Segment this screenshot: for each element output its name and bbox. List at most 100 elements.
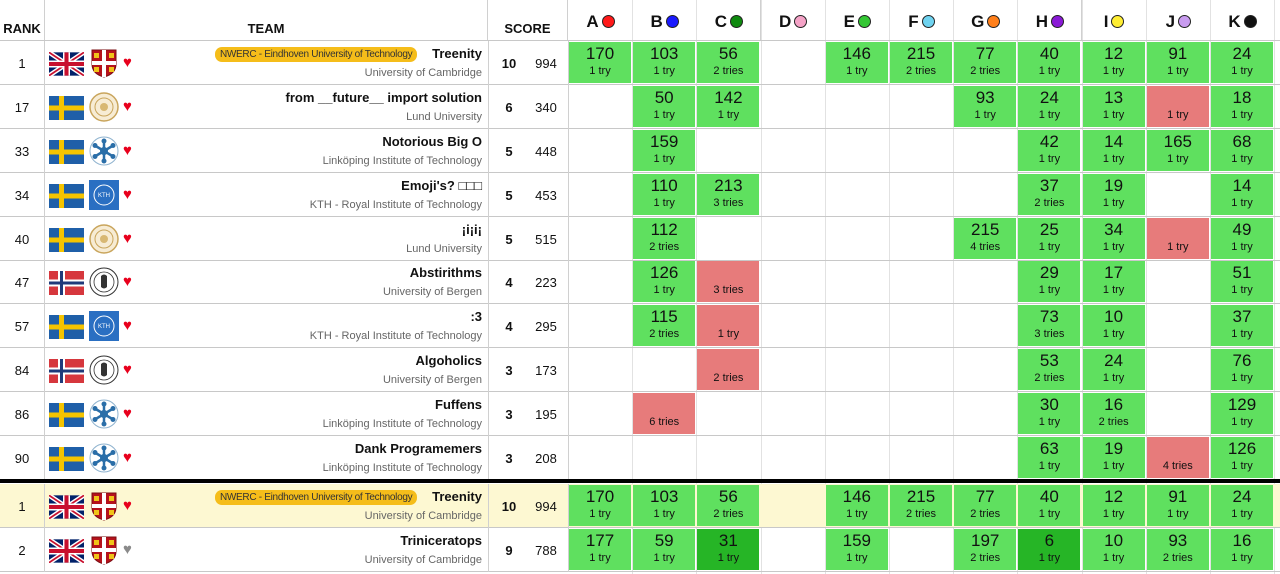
problem-cell-k[interactable]: 126 1 try (1211, 437, 1273, 478)
favorite-heart-icon[interactable]: ♥ (123, 273, 132, 290)
problem-cell-k[interactable]: 49 1 try (1211, 218, 1273, 259)
problem-cell-i[interactable]: 17 1 try (1082, 261, 1145, 302)
problem-header-f[interactable]: F (890, 0, 954, 40)
problem-cell-i[interactable]: 19 1 try (1082, 174, 1145, 215)
table-row[interactable]: 57 KTH ♥:3 KTH - Royal Institute of Technol… (0, 304, 1280, 348)
problem-cell-h[interactable]: 24 1 try (1018, 86, 1081, 127)
team-name[interactable]: Notorious Big O (382, 134, 482, 149)
team-name[interactable]: Treenity (432, 489, 482, 504)
problem-header-e[interactable]: E (826, 0, 890, 40)
team-name[interactable]: ¡i¡i¡ (461, 222, 482, 237)
problem-cell-a[interactable]: 170 1 try (569, 485, 631, 526)
problem-cell-g[interactable]: 77 2 tries (954, 485, 1017, 526)
problem-cell-j[interactable]: 4 tries (1146, 437, 1209, 478)
problem-cell-k[interactable]: 16 1 try (1211, 529, 1273, 570)
problem-cell-k[interactable]: 68 1 try (1211, 130, 1273, 171)
problem-cell-i[interactable]: 12 1 try (1082, 485, 1145, 526)
problem-cell-i[interactable]: 10 1 try (1082, 305, 1145, 346)
table-row[interactable]: 2 ♥ Triniceratops University of Cambridge 9 7… (0, 528, 1280, 572)
problem-cell-f[interactable]: 215 2 tries (890, 42, 952, 83)
table-row[interactable]: 84 ♥ Algoholics University of Bergen 3 173 2 t… (0, 348, 1280, 392)
favorite-heart-icon[interactable]: ♥ (123, 98, 132, 115)
favorite-heart-icon[interactable]: ♥ (123, 405, 132, 422)
problem-cell-c[interactable]: 56 2 tries (697, 42, 760, 83)
problem-cell-j[interactable]: 91 1 try (1146, 485, 1209, 526)
problem-cell-b[interactable]: 103 1 try (633, 485, 696, 526)
table-row[interactable]: 34 KTH ♥ Emoji's? □□□ KTH - Royal Institute … (0, 173, 1280, 217)
table-row[interactable]: 47 ♥ Abstirithms University of Bergen 4 223 12… (0, 260, 1280, 304)
problem-cell-c[interactable]: 2 tries (697, 349, 760, 390)
problem-cell-g[interactable]: 93 1 try (954, 86, 1017, 127)
problem-cell-e[interactable]: 159 1 try (825, 529, 888, 570)
problem-cell-k[interactable]: 14 1 try (1211, 174, 1273, 215)
problem-cell-j[interactable]: 91 1 try (1146, 42, 1209, 83)
problem-cell-k[interactable]: 37 1 try (1211, 305, 1273, 346)
problem-cell-k[interactable]: 18 1 try (1211, 86, 1273, 127)
problem-header-d[interactable]: D (762, 0, 826, 40)
problem-cell-i[interactable]: 19 1 try (1082, 437, 1145, 478)
team-name[interactable]: Abstirithms (409, 265, 482, 280)
problem-cell-h[interactable]: 42 1 try (1018, 130, 1081, 171)
problem-cell-f[interactable]: 215 2 tries (890, 485, 952, 526)
problem-cell-c[interactable]: 56 2 tries (697, 485, 760, 526)
table-row[interactable]: 86 ♥ Fuffens Linköping Institute of Technol… (0, 392, 1280, 436)
problem-cell-a[interactable]: 177 1 try (569, 529, 631, 570)
problem-cell-h[interactable]: 30 1 try (1018, 393, 1081, 434)
problem-cell-b[interactable]: 126 1 try (633, 261, 696, 302)
problem-cell-b[interactable]: 59 1 try (633, 529, 696, 570)
problem-cell-e[interactable]: 146 1 try (825, 485, 888, 526)
problem-cell-g[interactable]: 197 2 tries (954, 529, 1017, 570)
problem-cell-i[interactable]: 34 1 try (1082, 218, 1145, 259)
problem-cell-k[interactable]: 76 1 try (1211, 349, 1273, 390)
table-row[interactable]: 40 ♥ ¡i¡i¡ Lund University 5 515 112 2 tries 215… (0, 217, 1280, 261)
problem-cell-c[interactable]: 142 1 try (697, 86, 760, 127)
table-row[interactable]: 90 ♥ Dank Programemers Linköping Institute … (0, 436, 1280, 480)
problem-cell-k[interactable]: 129 1 try (1211, 393, 1273, 434)
problem-cell-i[interactable]: 13 1 try (1082, 86, 1145, 127)
favorite-heart-icon[interactable]: ♥ (123, 541, 132, 558)
problem-header-h[interactable]: H (1018, 0, 1083, 40)
problem-cell-i[interactable]: 14 1 try (1082, 130, 1145, 171)
team-name[interactable]: from __future__ import solution (285, 90, 482, 105)
problem-cell-h[interactable]: 40 1 try (1018, 42, 1081, 83)
favorite-heart-icon[interactable]: ♥ (123, 142, 132, 159)
problem-cell-i[interactable]: 16 2 tries (1082, 393, 1145, 434)
problem-header-g[interactable]: G (954, 0, 1019, 40)
table-row[interactable]: 1 ♥ NWERC - Eindhoven University of Techno… (0, 484, 1280, 528)
problem-cell-j[interactable]: 1 try (1146, 86, 1209, 127)
rank-column-header[interactable]: RANK (0, 0, 45, 40)
problem-cell-h[interactable]: 40 1 try (1018, 485, 1081, 526)
score-column-header[interactable]: SCORE (488, 0, 568, 40)
problem-cell-b[interactable]: 50 1 try (633, 86, 696, 127)
problem-cell-k[interactable]: 24 1 try (1211, 42, 1273, 83)
problem-cell-b[interactable]: 115 2 tries (633, 305, 696, 346)
problem-cell-j[interactable]: 1 try (1146, 218, 1209, 259)
favorite-heart-icon[interactable]: ♥ (123, 317, 132, 334)
favorite-heart-icon[interactable]: ♥ (123, 361, 132, 378)
team-column-header[interactable]: TEAM (45, 0, 488, 40)
problem-cell-c[interactable]: 31 1 try (697, 529, 760, 570)
table-row[interactable]: 33 ♥ Notorious Big O Linköping Institute of… (0, 129, 1280, 173)
favorite-heart-icon[interactable]: ♥ (123, 230, 132, 247)
team-name[interactable]: Fuffens (435, 397, 482, 412)
problem-cell-e[interactable]: 146 1 try (825, 42, 888, 83)
problem-cell-b[interactable]: 6 tries (633, 393, 696, 434)
problem-cell-g[interactable]: 77 2 tries (954, 42, 1017, 83)
table-row[interactable]: 17 ♥ from __future__ import solution Lund U… (0, 85, 1280, 129)
problem-cell-i[interactable]: 24 1 try (1082, 349, 1145, 390)
problem-cell-h[interactable]: 73 3 tries (1018, 305, 1081, 346)
team-name[interactable]: Algoholics (415, 353, 482, 368)
problem-cell-b[interactable]: 112 2 tries (633, 218, 696, 259)
team-name[interactable]: Dank Programemers (354, 441, 482, 456)
problem-cell-h[interactable]: 37 2 tries (1018, 174, 1081, 215)
favorite-heart-icon[interactable]: ♥ (123, 186, 132, 203)
problem-cell-h[interactable]: 63 1 try (1018, 437, 1081, 478)
team-name[interactable]: Triniceratops (400, 533, 482, 548)
problem-cell-k[interactable]: 51 1 try (1211, 261, 1273, 302)
problem-cell-j[interactable]: 165 1 try (1146, 130, 1209, 171)
problem-cell-b[interactable]: 103 1 try (633, 42, 696, 83)
problem-cell-g[interactable]: 215 4 tries (954, 218, 1017, 259)
problem-cell-a[interactable]: 170 1 try (569, 42, 631, 83)
problem-header-k[interactable]: K (1211, 0, 1275, 40)
problem-cell-h[interactable]: 53 2 tries (1018, 349, 1081, 390)
